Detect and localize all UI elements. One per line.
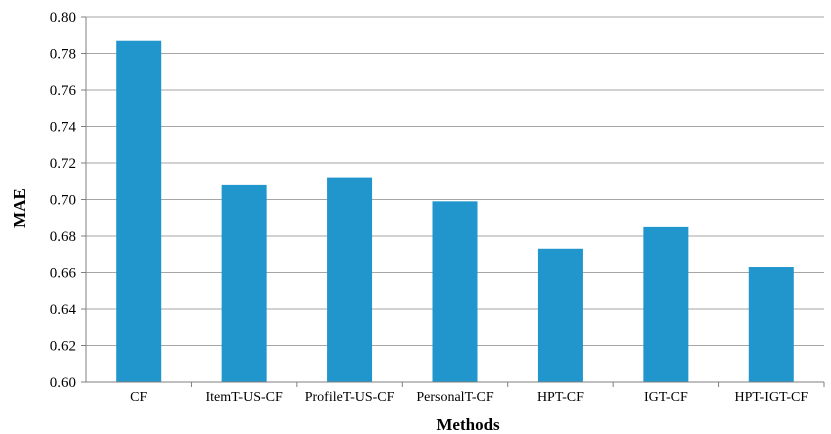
x-category-label: PersonalT-CF [416,390,493,405]
x-category-label: HPT-IGT-CF [734,390,808,405]
bar-profilet-us-cf [327,177,373,382]
y-tick-label: 0.66 [50,266,77,282]
bars [116,40,794,382]
y-tick-label: 0.74 [50,120,77,136]
x-axis-title: Methods [436,415,500,434]
bar-itemt-us-cf [221,184,267,382]
axes [85,17,824,383]
y-tick-label: 0.72 [50,156,76,172]
y-tick-label: 0.62 [50,339,76,355]
y-tick-label: 0.68 [50,229,76,245]
x-category-labels: CF ItemT-US-CF ProfileT-US-CF PersonalT-CF H… [130,382,825,405]
x-category-label: HPT-CF [537,390,584,405]
y-tick-labels: 0.60 0.62 0.64 0.66 0.68 0.70 0.72 0.74 0.76 0.78… [50,10,77,391]
y-tick-label: 0.78 [50,47,76,63]
y-tick-label: 0.76 [50,83,77,99]
bar-igt-cf [643,226,689,382]
x-category-label: CF [130,390,147,405]
x-category-label: IGT-CF [644,390,688,405]
y-tick-label: 0.80 [50,10,76,26]
y-axis-title: MAE [10,188,29,228]
bar-personalt-cf [432,201,478,382]
bar-hpt-igt-cf [748,267,794,382]
bar-hpt-cf [537,248,583,382]
x-category-label: ItemT-US-CF [206,390,283,405]
y-tick-label: 0.60 [50,375,76,391]
x-category-label: ProfileT-US-CF [305,390,395,405]
bar-cf [116,40,162,382]
y-tick-label: 0.70 [50,193,76,209]
y-tick-label: 0.64 [50,302,77,318]
